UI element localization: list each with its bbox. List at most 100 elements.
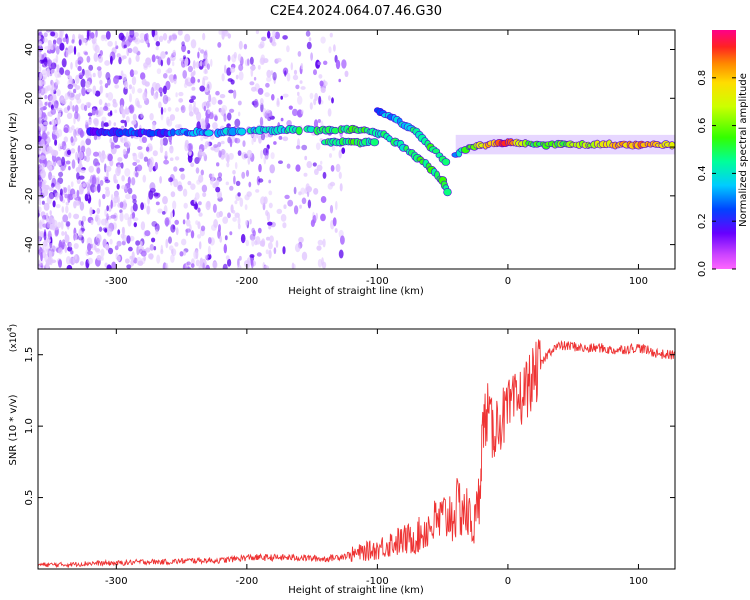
noise-speckle bbox=[203, 101, 207, 107]
noise-speckle bbox=[80, 220, 84, 226]
noise-speckle bbox=[38, 195, 43, 200]
noise-speckle bbox=[62, 37, 67, 43]
noise-speckle bbox=[65, 33, 68, 39]
noise-speckle bbox=[153, 192, 159, 197]
noise-speckle bbox=[301, 144, 308, 151]
noise-speckle bbox=[268, 190, 273, 196]
noise-speckle bbox=[71, 39, 75, 44]
noise-speckle bbox=[127, 176, 131, 186]
noise-speckle bbox=[160, 113, 164, 121]
noise-speckle bbox=[266, 211, 271, 222]
noise-speckle bbox=[74, 85, 81, 90]
y-tick-label: 0 bbox=[24, 144, 35, 150]
noise-speckle bbox=[58, 247, 63, 255]
noise-speckle bbox=[73, 129, 77, 138]
noise-speckle bbox=[237, 53, 242, 62]
noise-speckle bbox=[49, 95, 55, 103]
noise-speckle bbox=[143, 255, 146, 262]
noise-speckle bbox=[169, 157, 174, 161]
noise-speckle bbox=[45, 248, 50, 253]
noise-speckle bbox=[38, 234, 41, 241]
noise-speckle bbox=[175, 107, 180, 112]
noise-speckle bbox=[140, 112, 144, 119]
noise-speckle bbox=[71, 159, 76, 169]
colorbar-tick-label: 0.0 bbox=[697, 261, 708, 277]
noise-speckle bbox=[61, 156, 66, 166]
noise-speckle bbox=[140, 241, 143, 247]
spectrogram-y-label: Frequency (Hz) bbox=[8, 112, 19, 188]
noise-speckle bbox=[182, 55, 187, 60]
noise-speckle bbox=[133, 70, 139, 75]
noise-speckle bbox=[78, 72, 84, 79]
noise-speckle bbox=[91, 107, 96, 116]
noise-speckle bbox=[38, 58, 41, 69]
noise-speckle bbox=[64, 93, 69, 100]
noise-speckle bbox=[338, 249, 344, 259]
noise-speckle bbox=[121, 185, 127, 190]
noise-speckle bbox=[197, 234, 202, 239]
spectrogram-layer bbox=[38, 30, 675, 269]
snr-y-scale-prefix: (x10 bbox=[9, 332, 19, 353]
noise-speckle bbox=[53, 225, 59, 231]
noise-speckle bbox=[88, 64, 94, 71]
noise-speckle bbox=[79, 158, 82, 168]
noise-speckle bbox=[50, 31, 56, 37]
noise-speckle bbox=[127, 217, 132, 227]
noise-speckle bbox=[142, 91, 148, 101]
x-tick-label: -300 bbox=[105, 576, 128, 587]
noise-speckle bbox=[64, 231, 68, 237]
noise-speckle bbox=[242, 140, 246, 148]
noise-speckle bbox=[250, 260, 254, 269]
noise-speckle bbox=[85, 138, 91, 146]
noise-speckle bbox=[313, 188, 319, 195]
noise-speckle bbox=[68, 166, 71, 171]
noise-speckle bbox=[260, 196, 266, 206]
noise-speckle bbox=[306, 161, 313, 169]
noise-speckle bbox=[234, 212, 240, 218]
noise-speckle bbox=[54, 139, 58, 146]
noise-speckle bbox=[304, 155, 308, 161]
noise-speckle bbox=[206, 63, 210, 70]
noise-speckle bbox=[288, 105, 293, 110]
noise-speckle bbox=[202, 58, 206, 67]
noise-speckle bbox=[244, 204, 248, 211]
noise-speckle bbox=[38, 79, 43, 87]
noise-speckle bbox=[45, 262, 50, 269]
noise-speckle bbox=[293, 69, 298, 75]
noise-speckle bbox=[232, 216, 237, 222]
noise-speckle bbox=[330, 165, 335, 172]
noise-speckle bbox=[39, 219, 42, 229]
noise-speckle bbox=[278, 160, 283, 164]
noise-speckle bbox=[313, 98, 317, 106]
noise-speckle bbox=[51, 81, 54, 90]
noise-speckle bbox=[64, 234, 70, 244]
noise-speckle bbox=[155, 41, 160, 47]
noise-speckle bbox=[309, 102, 313, 110]
noise-speckle bbox=[201, 258, 207, 269]
noise-speckle bbox=[75, 151, 79, 161]
noise-speckle bbox=[187, 65, 193, 73]
noise-speckle bbox=[78, 92, 81, 97]
noise-speckle bbox=[149, 182, 156, 192]
noise-speckle bbox=[269, 235, 274, 243]
noise-speckle bbox=[104, 60, 110, 66]
noise-speckle bbox=[152, 150, 158, 157]
noise-speckle bbox=[190, 39, 197, 49]
noise-speckle bbox=[257, 227, 262, 234]
noise-speckle bbox=[59, 31, 63, 40]
noise-speckle bbox=[162, 196, 168, 205]
noise-speckle bbox=[199, 60, 203, 67]
noise-speckle bbox=[211, 96, 217, 105]
noise-speckle bbox=[104, 228, 108, 233]
noise-speckle bbox=[80, 169, 86, 174]
noise-speckle bbox=[218, 30, 223, 35]
noise-speckle bbox=[335, 163, 341, 173]
noise-speckle bbox=[72, 194, 77, 199]
noise-speckle bbox=[267, 221, 273, 226]
noise-speckle bbox=[306, 41, 312, 50]
noise-speckle bbox=[93, 151, 99, 157]
snr-layer bbox=[38, 339, 675, 569]
noise-speckle bbox=[207, 237, 212, 244]
noise-speckle bbox=[162, 211, 166, 215]
